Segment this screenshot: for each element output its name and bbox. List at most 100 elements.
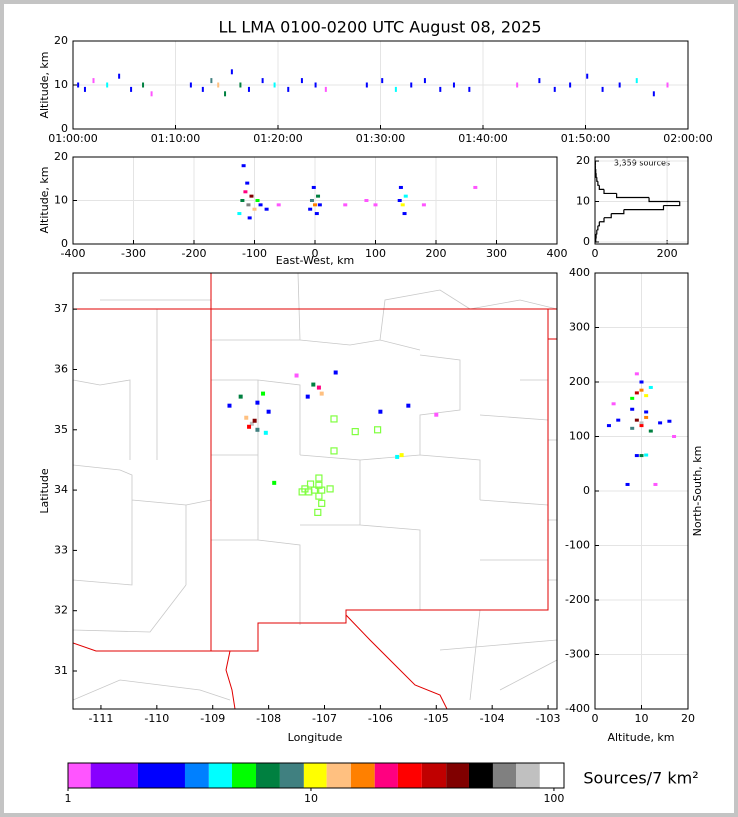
source-point (246, 203, 251, 207)
x-tick-label: 01:00:00 (48, 132, 97, 145)
source-point (439, 86, 442, 92)
histogram-step (599, 217, 605, 223)
source-point (343, 203, 348, 207)
source-point (364, 199, 369, 202)
source-point (644, 453, 649, 457)
source-point (247, 86, 250, 92)
source-point (247, 424, 252, 429)
source-point (317, 203, 322, 207)
source-point (395, 454, 400, 459)
source-point (618, 82, 621, 88)
x-tick-label: -105 (424, 712, 449, 725)
x-tick-label: 0 (592, 712, 599, 725)
y-tick-label: 10 (576, 195, 590, 208)
source-point (378, 409, 383, 414)
source-point (634, 372, 639, 376)
axes-frame (594, 272, 689, 710)
source-point (255, 427, 260, 432)
station (326, 485, 334, 493)
station (315, 481, 323, 489)
y-tick-label: 36 (54, 362, 68, 375)
colorbar-segment (184, 763, 209, 788)
source-point (381, 78, 384, 84)
source-point (258, 203, 263, 207)
basemap (73, 273, 557, 709)
source-point (244, 415, 249, 420)
y-tick-label: 10 (54, 78, 68, 91)
x-tick-label: 01:10:00 (151, 132, 200, 145)
x-tick-label: -106 (368, 712, 393, 725)
colorbar-segment (492, 763, 517, 788)
source-point (630, 426, 635, 430)
source-point (319, 391, 324, 396)
source-point (399, 453, 404, 458)
source-point (255, 400, 260, 405)
colorbar-segment (208, 763, 232, 788)
colorbar-segment (350, 763, 375, 788)
source-point (569, 82, 572, 88)
source-point (227, 403, 232, 408)
y-tick-label: 20 (576, 154, 590, 167)
x-tick-label: 200 (657, 247, 678, 260)
chart-title: LL LMA 0100-0200 UTC August 08, 2025 (218, 18, 541, 37)
source-point (667, 419, 672, 423)
y-tick-label: 300 (569, 321, 590, 334)
source-point (230, 69, 233, 75)
source-point (397, 199, 402, 202)
source-point (672, 435, 677, 438)
x-tick-label: -300 (121, 247, 146, 260)
source-point (243, 190, 248, 194)
source-point (644, 394, 649, 398)
x-tick-label: 02:00:00 (663, 132, 712, 145)
x-tick-label: 01:20:00 (253, 132, 302, 145)
histogram-step (597, 221, 600, 227)
source-point (237, 212, 242, 216)
colorbar-segment (397, 763, 422, 788)
y-tick-label: -100 (565, 539, 590, 552)
source-point (639, 421, 644, 425)
source-point (473, 185, 478, 189)
source-point (106, 82, 109, 88)
histogram-step (604, 213, 612, 219)
x-tick-label: -111 (88, 712, 113, 725)
axes-frame (72, 272, 558, 710)
source-point (400, 203, 405, 207)
colorbar-segment (446, 763, 469, 788)
y-tick-label: 0 (61, 237, 68, 250)
x-axis-label: Altitude, km (607, 731, 674, 744)
source-point (639, 380, 644, 384)
x-tick-label: 20 (681, 712, 695, 725)
y-tick-label: 31 (54, 664, 68, 677)
colorbar-segment (516, 763, 540, 788)
y-axis-label: Latitude (38, 468, 51, 514)
station (351, 428, 359, 436)
source-point (648, 385, 653, 389)
x-tick-label: -103 (536, 712, 561, 725)
x-tick-label: 0 (592, 247, 599, 260)
source-point (423, 78, 426, 84)
colorbar-segment (539, 763, 564, 788)
station (318, 499, 326, 507)
x-tick-label: 400 (547, 247, 568, 260)
y-tick-label: 37 (54, 302, 68, 315)
source-point (305, 394, 310, 399)
source-point (201, 86, 204, 92)
source-point (434, 412, 439, 417)
colorbar-segment (303, 763, 327, 788)
source-point (264, 207, 269, 211)
source-point (118, 73, 121, 79)
y-tick-label: 33 (54, 543, 68, 556)
source-point (294, 373, 299, 378)
source-point (468, 86, 471, 92)
source-point (553, 86, 556, 92)
source-point (333, 370, 338, 375)
histogram-step (603, 189, 617, 195)
y-tick-label: 34 (54, 483, 68, 496)
station (310, 486, 319, 494)
source-point (365, 82, 368, 88)
source-point (611, 402, 616, 406)
colorbar-tick-label: 10 (304, 792, 318, 805)
x-tick-label: 300 (486, 247, 507, 260)
axes-frame (594, 156, 689, 245)
